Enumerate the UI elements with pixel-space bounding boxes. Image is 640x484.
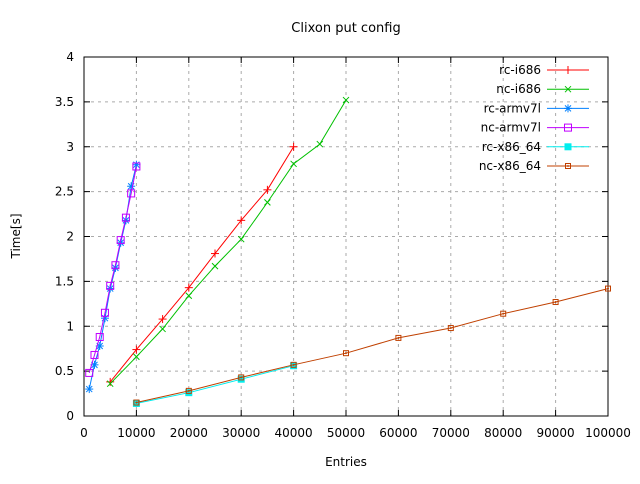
open-square-marker: [111, 261, 120, 270]
cross-marker: [290, 160, 297, 168]
cross-marker: [264, 199, 271, 206]
y-tick-label: 2.5: [55, 185, 74, 199]
legend-label-rc-x86_64: rc-x86_64: [482, 140, 541, 154]
open-square-marker: [106, 281, 115, 290]
y-axis-label: Time[s]: [9, 214, 23, 260]
cross-marker: [159, 325, 166, 333]
series-line-nc-armv7l: [88, 166, 137, 374]
asterisk-marker: [127, 182, 136, 191]
cross-marker: [106, 380, 114, 388]
y-tick-label: 4: [66, 50, 74, 64]
series-nc-armv7l: [85, 162, 141, 377]
x-tick-label: 100000: [585, 426, 631, 440]
legend-entry-nc-x86_64: nc-x86_64: [479, 159, 589, 173]
y-tick-label: 0: [66, 409, 74, 423]
cross-marker: [564, 85, 572, 93]
plus-marker: [132, 345, 141, 354]
plus-marker: [106, 377, 115, 386]
legend: rc-i686 nc-i686 rc-armv7l nc-armv7l rc-x86_6…: [479, 63, 589, 173]
legend-entry-rc-i686: rc-i686: [499, 63, 589, 77]
x-tick-label: 20000: [170, 426, 208, 440]
legend-entry-rc-x86_64: rc-x86_64: [482, 140, 589, 154]
x-tick-label: 80000: [484, 426, 522, 440]
series-line-rc-i686: [109, 146, 295, 383]
x-tick-label: 10000: [117, 426, 155, 440]
open-square-marker: [121, 213, 130, 222]
x-tick-label: 30000: [222, 426, 260, 440]
plus-marker: [211, 249, 219, 258]
x-tick-label: 90000: [537, 426, 575, 440]
plus-marker: [564, 66, 572, 74]
x-tick-label: 50000: [327, 426, 365, 440]
open-square-marker: [116, 236, 125, 245]
open-square-marker: [95, 333, 104, 342]
x-axis-label: Entries: [325, 455, 367, 469]
dotted-square-marker: [343, 350, 349, 357]
x-tick-label: 40000: [275, 426, 313, 440]
dotted-square-marker: [290, 361, 297, 368]
dotted-square-marker: [552, 299, 559, 306]
legend-label-nc-i686: nc-i686: [496, 82, 541, 96]
x-tick-label: 0: [80, 426, 88, 440]
dotted-square-marker: [133, 399, 140, 406]
legend-label-rc-armv7l: rc-armv7l: [484, 101, 541, 115]
cross-marker: [316, 140, 324, 148]
cross-marker: [342, 96, 350, 104]
open-square-marker: [132, 162, 141, 171]
asterisk-marker: [564, 104, 572, 113]
cross-marker: [133, 353, 140, 361]
dotted-square-marker: [500, 310, 507, 317]
open-square-marker: [127, 189, 136, 198]
open-square-marker: [90, 350, 99, 359]
plus-marker: [289, 142, 298, 151]
y-tick-label: 3.5: [55, 95, 74, 109]
filled-square-marker: [564, 143, 572, 151]
plus-marker: [184, 283, 193, 292]
asterisk-marker: [100, 314, 109, 323]
open-square-marker: [85, 368, 94, 377]
dotted-square-marker: [238, 374, 245, 381]
dotted-square-marker: [447, 325, 454, 332]
series-line-nc-x86_64: [136, 288, 609, 403]
series-nc-x86_64: [133, 285, 611, 406]
open-square-marker: [564, 123, 572, 132]
dotted-square-marker: [395, 334, 402, 341]
legend-label-rc-i686: rc-i686: [499, 63, 541, 77]
y-tick-label: 1.5: [55, 274, 74, 288]
legend-entry-nc-armv7l: nc-armv7l: [481, 121, 589, 135]
x-tick-label: 60000: [379, 426, 417, 440]
dotted-square-marker: [185, 387, 192, 394]
dotted-square-marker: [565, 163, 571, 169]
y-tick-label: 1: [66, 319, 74, 333]
cross-marker: [185, 292, 193, 300]
series-line-nc-i686: [109, 99, 347, 385]
cross-marker: [237, 235, 245, 243]
plus-marker: [263, 185, 272, 194]
series-nc-i686: [106, 96, 350, 388]
series-line-rc-x86_64: [136, 365, 294, 404]
plus-marker: [158, 315, 167, 324]
legend-entry-rc-armv7l: rc-armv7l: [484, 101, 589, 115]
y-tick-label: 3: [66, 140, 74, 154]
series-rc-i686: [106, 142, 298, 386]
plus-marker: [237, 216, 246, 225]
dotted-square-marker: [605, 285, 611, 292]
open-square-marker: [100, 308, 109, 317]
legend-label-nc-armv7l: nc-armv7l: [481, 121, 541, 135]
y-tick-label: 2: [66, 230, 74, 244]
plot-area: 0 10000 20000 30000 40000 50000 60000 70000 8000…: [55, 50, 631, 440]
x-tick-label: 70000: [432, 426, 470, 440]
asterisk-marker: [85, 385, 94, 394]
legend-label-nc-x86_64: nc-x86_64: [479, 159, 541, 173]
y-tick-label: 0.5: [55, 364, 74, 378]
legend-entry-nc-i686: nc-i686: [496, 82, 589, 96]
chart-title: Clixon put config: [291, 21, 400, 36]
cross-marker: [211, 262, 219, 270]
